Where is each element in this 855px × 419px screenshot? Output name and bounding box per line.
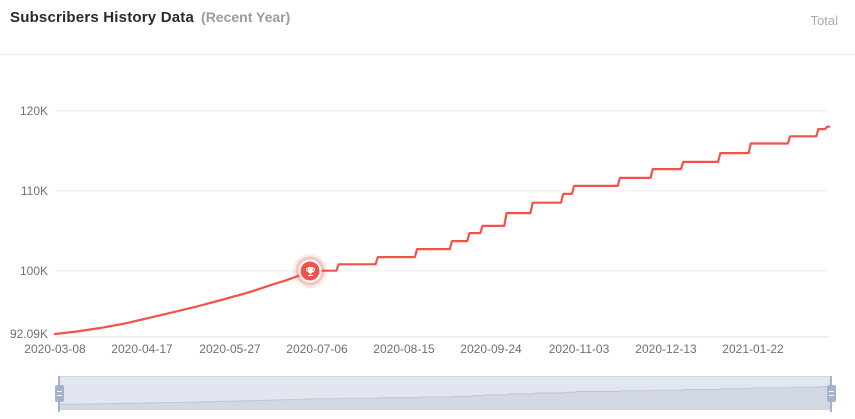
header-divider	[0, 54, 855, 55]
page-title: Subscribers History Data	[10, 9, 195, 26]
datazoom-handle-left[interactable]	[53, 376, 65, 412]
y-axis-label: 120K	[19, 104, 48, 118]
datazoom-slider[interactable]	[54, 376, 836, 412]
grip-line	[828, 395, 834, 396]
milestone-trophy-marker[interactable]	[300, 261, 320, 281]
preview-line	[59, 385, 831, 405]
x-axis-label: 2020-09-24	[460, 342, 522, 356]
handle-grip	[826, 385, 836, 402]
grip-line	[56, 395, 62, 396]
x-axis-label: 2020-03-08	[24, 342, 86, 356]
grip-line	[828, 391, 834, 392]
x-axis-label: 2020-11-03	[548, 342, 610, 356]
card-header: Subscribers History Data (Recent Year)	[10, 9, 290, 26]
y-axis-label: 100K	[19, 264, 48, 278]
page-subtitle: (Recent Year)	[201, 9, 291, 25]
x-axis-label: 2020-08-15	[373, 342, 435, 356]
datazoom-handle-right[interactable]	[825, 376, 837, 412]
x-axis-label: 2020-12-13	[635, 342, 697, 356]
handle-grip	[54, 385, 64, 402]
legend-item-total[interactable]: Total	[810, 13, 838, 28]
trophy-icon	[305, 266, 315, 276]
x-axis-label: 2020-07-06	[286, 342, 348, 356]
preview-area	[59, 386, 831, 409]
x-axis-label: 2020-05-27	[199, 342, 261, 356]
datazoom-preview	[59, 385, 831, 409]
x-axis-label: 2021-01-22	[722, 342, 784, 356]
grip-line	[56, 391, 62, 392]
y-axis-label: 110K	[20, 184, 48, 198]
x-axis-label: 2020-04-17	[111, 342, 173, 356]
plot-area[interactable]	[55, 95, 829, 337]
y-axis-label: 92.09K	[9, 327, 48, 341]
